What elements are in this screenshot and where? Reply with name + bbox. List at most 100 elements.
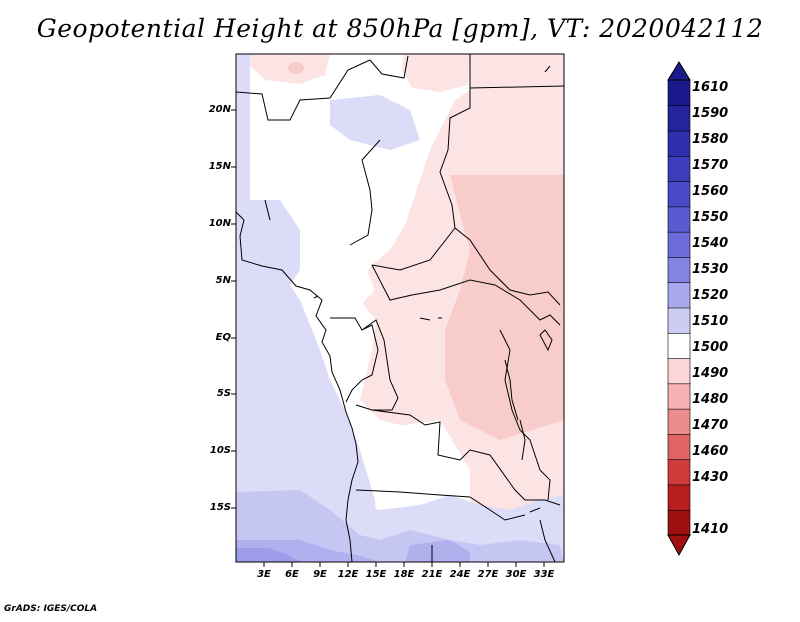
colorbar-label: 1550 — [692, 210, 729, 225]
colorbar-label: 1470 — [692, 418, 729, 433]
colorbar-label: 1560 — [692, 184, 729, 199]
colorbar-label: 1500 — [692, 340, 729, 355]
border-sudan — [454, 227, 561, 306]
colorbar-label: 1510 — [692, 314, 729, 329]
border-drc-west — [355, 339, 399, 411]
colorbar-segment — [667, 509, 691, 536]
lake-small-3 — [313, 295, 319, 299]
border-drc-east — [499, 329, 541, 471]
colorbar-segment — [667, 104, 691, 132]
colorbar-segment — [667, 383, 691, 410]
border-niger-chad — [349, 139, 381, 246]
coastline — [236, 211, 359, 562]
lon-label-9e: 9E — [313, 569, 327, 580]
border-congo-drc — [361, 319, 385, 341]
colorbar-segment — [667, 155, 691, 182]
field-south-deepblue — [236, 548, 300, 562]
lon-label-24e: 24E — [449, 569, 471, 580]
colorbar-segment — [667, 307, 691, 334]
colorbar-label: 1410 — [692, 522, 729, 537]
colorbar-label: 1590 — [692, 106, 729, 121]
colorbar-segment — [667, 433, 691, 460]
lon-ticks — [263, 562, 545, 567]
field-pink-spot — [288, 62, 304, 74]
border-libya-chad — [439, 54, 471, 229]
colorbar-segment — [667, 79, 691, 107]
colorbar-segment — [667, 332, 691, 359]
lon-label-12e: 12E — [337, 569, 359, 580]
lake-tanganyika-s — [519, 419, 526, 461]
field-south-midblue-2 — [405, 540, 470, 562]
colorbar-segment — [667, 484, 691, 511]
field-west-blue — [236, 200, 380, 562]
colorbar-label: 1610 — [692, 80, 729, 95]
borders — [236, 54, 564, 562]
field-south-blue — [236, 490, 564, 562]
lake-tanganyika — [504, 359, 519, 421]
lat-label-15s: 15S — [209, 502, 231, 513]
footer-credit: GrADS: IGES/COLA — [4, 604, 98, 614]
colorbar-segment — [667, 180, 691, 208]
colorbar-label: 1570 — [692, 158, 729, 173]
border-zimbabwe — [539, 519, 556, 562]
border-car-north — [371, 227, 456, 271]
map-frame — [235, 53, 565, 563]
border-angola-namibia — [355, 489, 471, 498]
lat-ticks — [231, 109, 236, 509]
height-field — [236, 54, 564, 562]
lon-label-27e: 27E — [477, 569, 499, 580]
colorbar-label: 1580 — [692, 132, 729, 147]
lon-label-33e: 33E — [533, 569, 555, 580]
field-angola-white — [370, 420, 470, 500]
colorbar-label: 1530 — [692, 262, 729, 277]
colorbar-segment — [667, 231, 691, 258]
border-mali-niger — [236, 55, 409, 121]
lat-label-5n: 5N — [215, 275, 231, 286]
field-northwest-blue — [236, 54, 250, 235]
coast-northeast — [544, 65, 551, 73]
lon-label-21e: 21E — [421, 569, 443, 580]
lon-label-15e: 15E — [365, 569, 387, 580]
colorbar — [667, 61, 691, 557]
border-zambia — [525, 499, 561, 506]
field-east-pink-core — [445, 175, 564, 440]
colorbar-label: 1430 — [692, 470, 729, 485]
lat-label-eq: EQ — [215, 332, 231, 343]
border-car-south — [371, 264, 531, 311]
river-west — [264, 199, 271, 221]
lon-label-18e: 18E — [393, 569, 415, 580]
lake-zambia — [529, 507, 541, 513]
field-northcentral-pink — [402, 54, 470, 92]
lat-label-5s: 5S — [216, 388, 231, 399]
border-malawi — [539, 469, 551, 501]
border-caprivi — [469, 496, 526, 521]
colorbar-segment — [667, 408, 691, 435]
colorbar-label: 1520 — [692, 288, 729, 303]
colorbar-segment — [667, 130, 691, 157]
colorbar-bottom-arrow — [667, 534, 691, 557]
colorbar-top-arrow — [667, 61, 691, 81]
border-gabon-congo — [330, 317, 379, 403]
lat-label-15n: 15N — [208, 161, 231, 172]
colorbar-segment — [667, 281, 691, 309]
field-sahel-blue — [330, 95, 420, 150]
field-cameroon-white — [300, 255, 375, 310]
colorbar-segment — [667, 256, 691, 284]
lat-label-20n: 20N — [208, 104, 231, 115]
border-uganda — [529, 309, 561, 326]
colorbar-segment — [667, 357, 691, 385]
colorbar-segment — [667, 206, 691, 233]
lon-label-3e: 3E — [257, 569, 271, 580]
lake-small-1 — [419, 317, 431, 321]
lat-label-10n: 10N — [208, 218, 231, 229]
colorbar-segment — [667, 458, 691, 486]
colorbar-label: 1460 — [692, 444, 729, 459]
border-drc-angola — [371, 409, 526, 501]
colorbar-label: 1490 — [692, 366, 729, 381]
map-title: Geopotential Height at 850hPa [gpm], VT:… — [36, 14, 764, 43]
lat-label-10s: 10S — [209, 445, 231, 456]
lon-label-30e: 30E — [505, 569, 527, 580]
lake-victoria — [539, 329, 553, 352]
